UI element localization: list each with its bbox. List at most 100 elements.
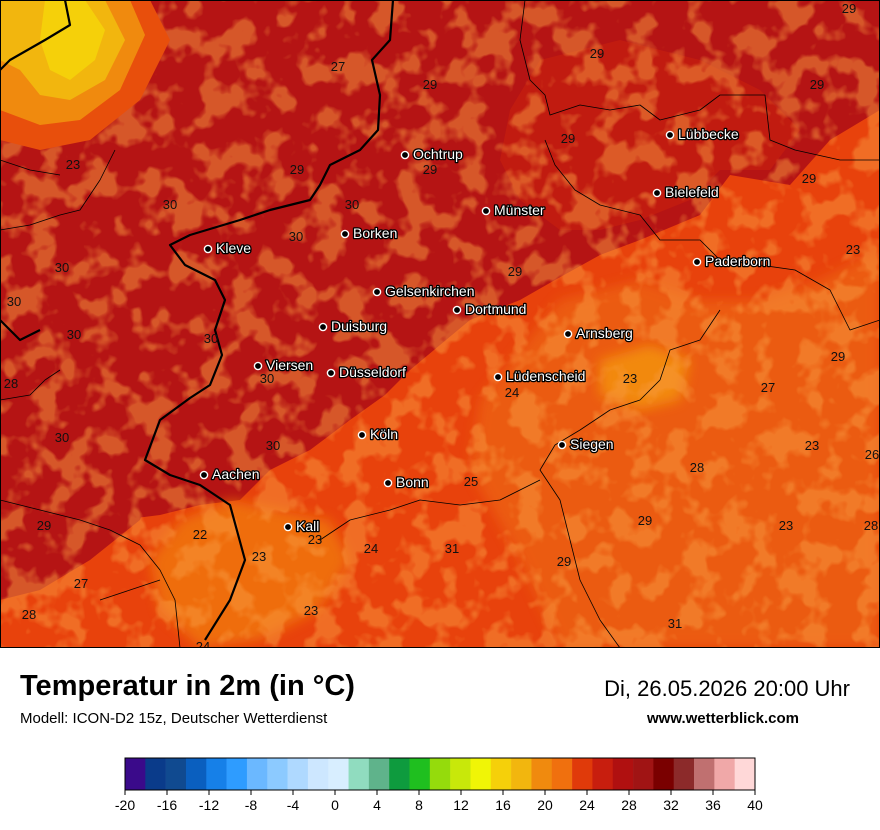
temperature-value: 29 [290,162,304,177]
temperature-value: 31 [445,541,459,556]
city-paderborn[interactable]: Paderborn [692,252,772,270]
legend-swatch [531,758,553,790]
city-kall[interactable]: Kall [283,517,321,535]
temperature-value: 28 [22,607,36,622]
legend-tick-label: 12 [453,797,469,813]
city-siegen[interactable]: Siegen [557,435,615,453]
city-lübbecke[interactable]: Lübbecke [665,125,740,143]
temperature-value: 29 [810,77,824,92]
temperature-value: 30 [289,229,303,244]
legend-tick-label: 40 [747,797,763,813]
legend-swatch [328,758,349,790]
city-münster[interactable]: Münster [481,201,546,219]
legend-swatch [125,758,146,790]
temperature-value: 23 [66,157,80,172]
city-label: Dortmund [465,301,526,317]
city-dot [665,130,675,140]
legend-tick-label: -4 [287,797,300,813]
temperature-value: 27 [74,576,88,591]
city-gelsenkirchen[interactable]: Gelsenkirchen [372,282,476,300]
website-link[interactable]: www.wetterblick.com [647,710,799,727]
city-dot [481,206,491,216]
city-dot [318,322,328,332]
temperature-value: 30 [204,331,218,346]
city-bielefeld[interactable]: Bielefeld [652,183,720,201]
city-label: Siegen [570,436,614,452]
temperature-value: 29 [831,349,845,364]
city-label: Bonn [396,474,429,490]
city-label: Borken [353,225,397,241]
temperature-value: 29 [37,518,51,533]
legend-tick-label: -8 [245,797,258,813]
legend-swatch [206,758,227,790]
city-label: Kall [296,518,319,534]
legend-frame [124,757,756,791]
texture [0,0,880,648]
city-ochtrup[interactable]: Ochtrup [400,145,464,163]
legend-tick-label: 36 [705,797,721,813]
city-arnsberg[interactable]: Arnsberg [563,324,634,342]
city-label: Lübbecke [678,126,739,142]
legend-swatch [368,758,390,790]
temperature-value: 30 [7,294,21,309]
temperature-value: 28 [690,460,704,475]
legend-swatch [165,758,187,790]
legend-swatch [612,758,634,790]
legend-swatch [511,758,532,790]
temperature-value: 24 [364,541,378,556]
city-dot [199,470,209,480]
city-lüdenscheid[interactable]: Lüdenscheid [493,367,587,385]
state-borders [0,0,880,648]
legend-swatch [572,758,593,790]
temperature-value: 29 [842,1,856,16]
city-viersen[interactable]: Viersen [253,356,315,374]
city-dot [563,329,573,339]
temperature-value: 30 [55,260,69,275]
city-köln[interactable]: Köln [357,425,399,443]
legend-swatch [226,758,248,790]
city-dot [253,361,263,371]
temperature-value: 23 [252,549,266,564]
legend-swatch [653,758,675,790]
forecast-datetime: Di, 26.05.2026 20:00 Uhr [604,676,850,701]
city-label: Kleve [216,240,251,256]
city-label: Viersen [266,357,313,373]
national-borders [0,0,395,641]
legend-swatch [694,758,715,790]
legend-swatch [409,758,431,790]
temperature-value: 23 [308,532,322,547]
city-label: Lüdenscheid [506,368,585,384]
legend-swatch [673,758,695,790]
legend-tick-label: 28 [621,797,637,813]
city-label: Duisburg [331,318,387,334]
temperature-value: 29 [638,513,652,528]
city-dot [283,522,293,532]
city-dortmund[interactable]: Dortmund [452,300,528,318]
legend-swatch [145,758,166,790]
legend-swatch [490,758,512,790]
temperature-values: 29 27 29 29 29 29 29 29 23 29 30 30 30 30 29 23 30 30 30 29… [4,1,879,648]
map-title: Temperatur in 2m (in °C) [20,670,355,702]
temperature-value: 30 [55,430,69,445]
legend-swatch [185,758,207,790]
city-borken[interactable]: Borken [340,224,399,242]
city-aachen[interactable]: Aachen [199,465,261,483]
temperature-map[interactable]: 29 27 29 29 29 29 29 29 23 29 30 30 30 30 29 23 30 30 30 29… [0,0,880,648]
legend-swatch [307,758,329,790]
zone-cool-nw-4 [40,0,105,80]
legend-tick-label: 0 [331,797,339,813]
city-dot [400,150,410,160]
city-duisburg[interactable]: Duisburg [318,317,388,335]
legend-tick-label: 24 [579,797,595,813]
temperature-value: 29 [561,131,575,146]
city-düsseldorf[interactable]: Düsseldorf [326,363,407,381]
city-kleve[interactable]: Kleve [203,239,253,257]
legend-swatch [633,758,654,790]
city-label: Köln [370,426,398,442]
city-label: Ochtrup [413,146,463,162]
legend-tick-label: 16 [495,797,511,813]
city-label: Gelsenkirchen [385,283,475,299]
temperature-value: 31 [668,616,682,631]
temperature-value: 29 [802,171,816,186]
city-bonn[interactable]: Bonn [383,473,430,491]
